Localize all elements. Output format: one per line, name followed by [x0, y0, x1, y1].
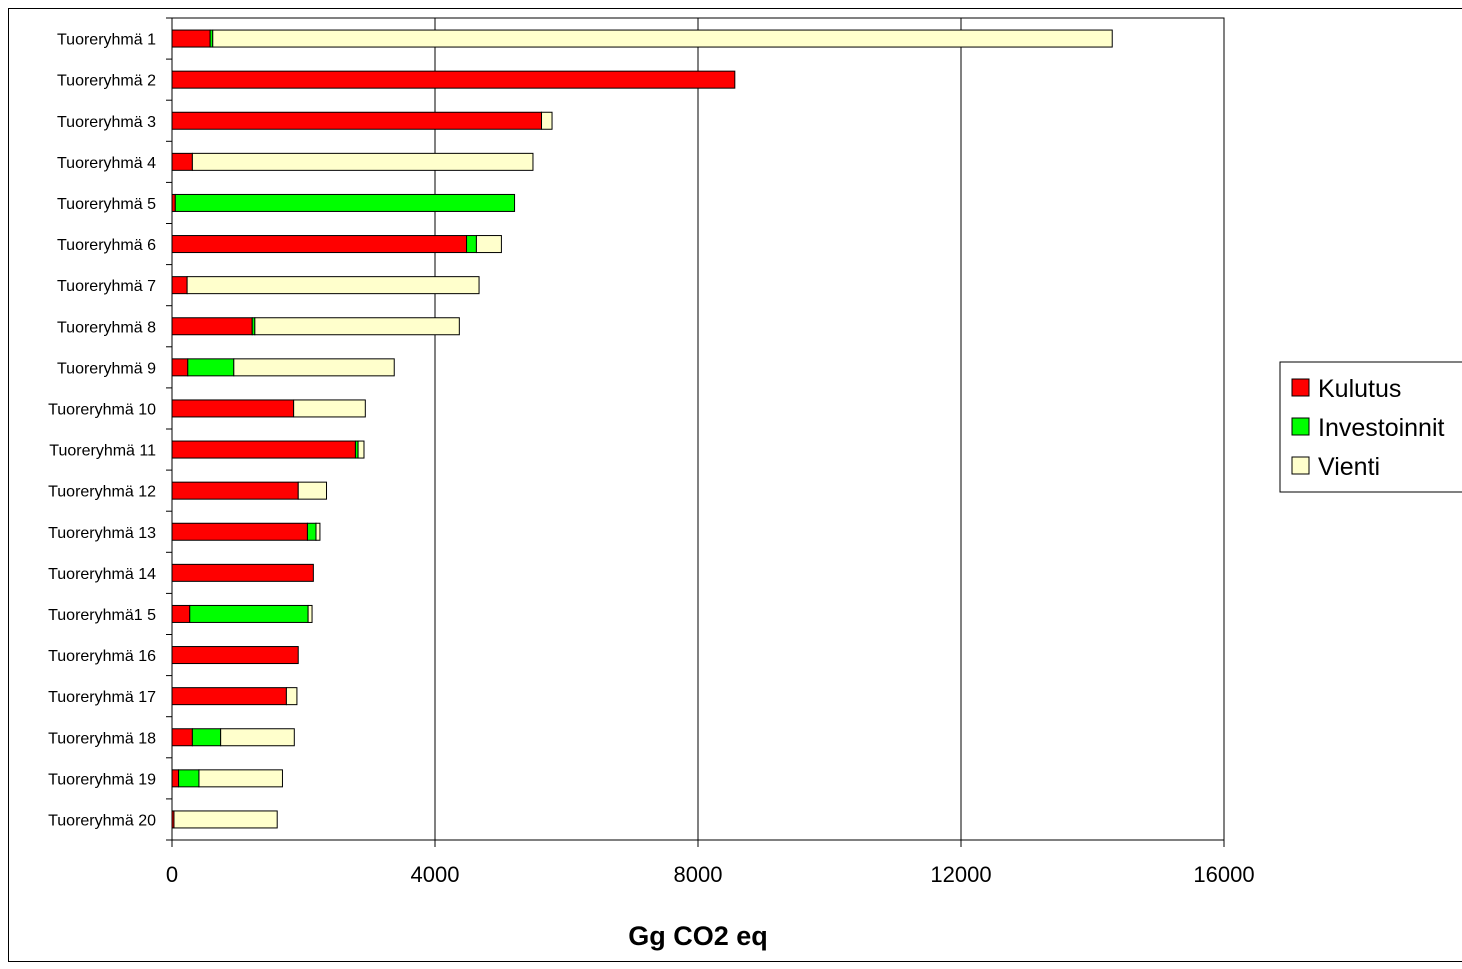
x-tick-label: 12000 [930, 862, 991, 887]
category-label: Tuoreryhmä 12 [48, 484, 156, 501]
x-tick-labels: 0 4000 8000 12000 16000 [166, 840, 1255, 887]
bar-kulutus [171, 604, 191, 623]
category-label: Tuoreryhmä 5 [57, 196, 156, 213]
category-label: Tuoreryhmä 9 [57, 360, 156, 377]
bar-vienti [307, 604, 313, 623]
bar-vienti [220, 728, 295, 747]
gridlines [434, 18, 962, 840]
bar-investoinnit [187, 358, 235, 377]
bar-vienti [254, 317, 460, 336]
bar-kulutus [171, 29, 211, 48]
bar-kulutus [171, 769, 180, 788]
category-label: Tuoreryhmä 13 [48, 525, 156, 542]
x-tick-label: 4000 [411, 862, 460, 887]
bar-vienti [191, 152, 534, 171]
category-labels: Tuoreryhmä 1 Tuoreryhmä 2 Tuoreryhmä 3 Tuor… [48, 17, 172, 841]
category-label: Tuoreryhmä 18 [48, 730, 156, 747]
category-label: Tuoreryhmä 6 [57, 237, 156, 254]
legend-swatch-vienti [1291, 456, 1310, 475]
category-label: Tuoreryhmä 7 [57, 278, 156, 295]
category-label: Tuoreryhmä 2 [57, 73, 156, 90]
bar-vienti [297, 481, 328, 500]
legend-swatch-kulutus [1291, 378, 1310, 397]
bar-vienti [173, 810, 278, 829]
bar-vienti [186, 276, 480, 295]
x-tick-label: 0 [166, 862, 178, 887]
category-label: Tuoreryhmä 10 [48, 401, 156, 418]
category-label: Tuoreryhmä 20 [48, 812, 156, 829]
bar-kulutus [171, 70, 736, 89]
category-label: Tuoreryhmä 8 [57, 319, 156, 336]
bar-vienti [357, 440, 365, 459]
bar-kulutus [171, 235, 468, 254]
bar-kulutus [171, 481, 299, 500]
bar-vienti [475, 235, 502, 254]
x-tick-label: 8000 [674, 862, 723, 887]
bar-vienti [212, 29, 1113, 48]
bar-kulutus [171, 111, 543, 130]
bar-investoinnit [191, 728, 222, 747]
bar-kulutus [171, 687, 287, 706]
bar-kulutus [171, 399, 295, 418]
bar-vienti [285, 687, 298, 706]
bar-kulutus [171, 646, 299, 665]
bar-kulutus [171, 358, 189, 377]
legend-label-vienti: Vienti [1318, 453, 1380, 481]
bar-investoinnit [178, 769, 200, 788]
category-label: Tuoreryhmä 4 [57, 155, 156, 172]
legend-box [1279, 361, 1462, 493]
bar-vienti [315, 522, 321, 541]
category-label: Tuoreryhmä1 5 [48, 607, 156, 624]
bar-kulutus [171, 276, 188, 295]
legend-label-kulutus: Kulutus [1318, 375, 1401, 403]
category-label: Tuoreryhmä 19 [48, 771, 156, 788]
category-label: Tuoreryhmä 1 [57, 32, 156, 49]
bar-kulutus [171, 522, 308, 541]
bar-kulutus [171, 152, 193, 171]
category-label: Tuoreryhmä 16 [48, 648, 156, 665]
bar-investoinnit [306, 522, 317, 541]
category-label: Tuoreryhmä 11 [49, 443, 156, 460]
bar-investoinnit [174, 193, 516, 212]
bar-kulutus [171, 563, 314, 582]
bars [171, 29, 1113, 829]
category-label: Tuoreryhmä 17 [48, 689, 156, 706]
legend: Kulutus Investoinnit Vienti [1279, 361, 1462, 493]
bar-vienti [198, 769, 283, 788]
bar-kulutus [171, 440, 356, 459]
legend-swatch-investoinnit [1291, 417, 1310, 436]
bar-vienti [233, 358, 395, 377]
bar-kulutus [171, 317, 253, 336]
category-label: Tuoreryhmä 14 [48, 566, 156, 583]
bar-investoinnit [466, 235, 477, 254]
bar-vienti [541, 111, 553, 130]
x-axis-title: Gg CO2 eq [628, 921, 768, 951]
bar-vienti [293, 399, 366, 418]
legend-label-investoinnit: Investoinnit [1318, 414, 1445, 442]
x-tick-label: 16000 [1193, 862, 1254, 887]
bar-kulutus [171, 728, 193, 747]
bar-investoinnit [189, 604, 309, 623]
category-label: Tuoreryhmä 3 [57, 114, 156, 131]
